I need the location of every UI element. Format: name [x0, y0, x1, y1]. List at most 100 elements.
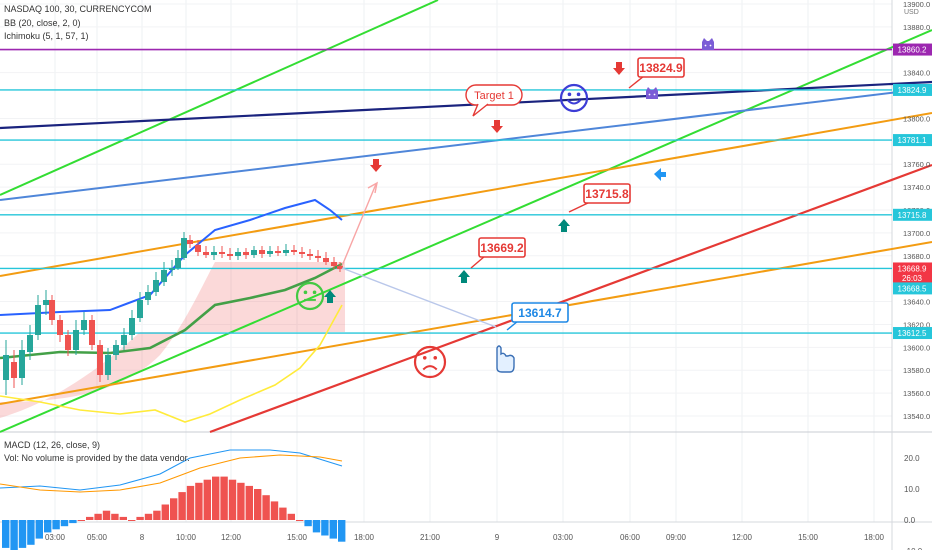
- sell-arrow-icon: [370, 159, 382, 172]
- price-tick-label: 13840.0: [903, 69, 930, 78]
- signal-line: [0, 454, 343, 493]
- cat-icon-eye: [648, 93, 651, 96]
- sad-face-icon-mouth: [422, 365, 438, 371]
- candle-body: [291, 250, 297, 252]
- candle-body: [121, 335, 127, 345]
- candle-body: [307, 254, 313, 256]
- time-tick-label: 9: [495, 533, 500, 542]
- candle-body: [195, 245, 201, 252]
- callout-13669-2-box: [478, 237, 526, 258]
- macd-histogram-bar: [86, 516, 94, 520]
- macd-histogram-bar: [321, 520, 329, 536]
- blue-trendline: [0, 87, 932, 201]
- macd-histogram-bar: [10, 520, 18, 550]
- candle-body: [203, 252, 209, 255]
- callout-13824-9: 13824.9: [639, 61, 683, 75]
- candle-body: [89, 320, 95, 345]
- cat-icon-eye: [653, 93, 656, 96]
- macd-histogram-bar: [270, 501, 279, 520]
- macd-histogram-bar: [102, 510, 111, 520]
- sad-face-icon-eye: [433, 356, 438, 360]
- instrument-title: NASDAQ 100, 30, CURRENCYCOM: [4, 4, 152, 14]
- candle-body: [337, 266, 343, 269]
- currency-label: USD: [904, 9, 919, 16]
- pointing-hand-icon: [496, 345, 515, 373]
- macd-histogram-bar: [161, 504, 169, 520]
- macd-histogram-bar: [69, 520, 77, 524]
- price-label: 13612.5: [898, 329, 927, 338]
- macd-line: [0, 449, 343, 491]
- indicator-lines: [0, 198, 343, 423]
- macd-histogram-bar: [195, 482, 203, 520]
- cat-icon: [702, 38, 714, 50]
- happy-face-icon-eye: [576, 92, 581, 97]
- candle-body: [275, 251, 281, 253]
- sad-face-icon-eye: [422, 356, 427, 360]
- price-tick-label: 13640.0: [903, 298, 930, 307]
- candle-body: [259, 250, 265, 254]
- price-label-box: [893, 83, 932, 96]
- cat-icon: [646, 87, 658, 99]
- price-label: 26:03: [902, 274, 923, 283]
- macd-histogram-bar: [144, 513, 153, 520]
- macd-histogram-bar: [304, 520, 312, 527]
- macd-histogram-bar: [77, 520, 85, 521]
- buy-arrow-icon: [458, 270, 470, 283]
- callout-13824-9-pointer: [628, 75, 645, 89]
- candle-body: [169, 268, 175, 270]
- price-label: 13781.1: [898, 136, 927, 145]
- orange-trendline-lower: [0, 241, 932, 405]
- macd-tick-label: 20.0: [904, 454, 920, 463]
- macd-histogram-bar: [254, 489, 262, 520]
- volume-note: Vol: No volume is provided by the data v…: [4, 453, 190, 463]
- candlesticks: [3, 232, 343, 395]
- time-tick-label: 06:00: [620, 533, 641, 542]
- candle-body: [113, 345, 119, 355]
- time-tick-label: 05:00: [87, 533, 108, 542]
- callout-13715-8-box: [583, 183, 631, 204]
- callout-13614-7: 13614.7: [518, 306, 562, 320]
- candle-body: [137, 300, 143, 318]
- buy-arrow-icon: [558, 219, 570, 232]
- projection-up-arrowhead: [367, 181, 378, 194]
- price-tick-label: 13600.0: [903, 343, 930, 352]
- sad-face-icon: [413, 345, 447, 379]
- candle-body: [43, 300, 49, 305]
- candle-body: [27, 335, 33, 352]
- candle-body: [251, 250, 257, 255]
- callout-13669-2-pointer: [470, 255, 486, 269]
- candle-body: [129, 318, 135, 335]
- macd-histogram-bar: [262, 495, 270, 520]
- candle-body: [181, 238, 187, 258]
- time-tick-label: 03:00: [45, 533, 66, 542]
- macd-histogram-bar: [35, 520, 43, 539]
- candle-body: [73, 330, 79, 350]
- ichimoku-cloud: [0, 262, 345, 418]
- green-trendline-upper: [0, 0, 439, 196]
- cloud-area: [0, 262, 345, 418]
- price-tick-label: 13760.0: [903, 160, 930, 169]
- horizontal-levels[interactable]: [0, 48, 892, 334]
- time-tick-label: 09:00: [666, 533, 687, 542]
- macd-histogram-bar: [153, 510, 161, 520]
- orange-trendline-upper: [0, 112, 932, 277]
- macd-histogram-bar: [94, 513, 102, 520]
- price-label: 13668.9: [898, 264, 927, 273]
- time-tick-label: 12:00: [732, 533, 753, 542]
- macd-histogram-bar: [287, 513, 295, 520]
- price-tick-label: 13880.0: [903, 23, 930, 32]
- time-tick-label: 15:00: [287, 533, 308, 542]
- candle-body: [145, 292, 151, 300]
- price-label: 13824.9: [898, 86, 927, 95]
- candle-body: [267, 251, 273, 254]
- sell-arrow-icon: [613, 62, 625, 75]
- macd-legend: MACD (12, 26, close, 9): [4, 440, 101, 450]
- price-tick-label: 13620.0: [903, 320, 930, 329]
- candle-body: [105, 355, 111, 375]
- drawings[interactable]: 13824.9 13715.8 13669.2 13614.7 Target 1: [295, 38, 714, 379]
- macd-histogram-bar: [18, 520, 27, 548]
